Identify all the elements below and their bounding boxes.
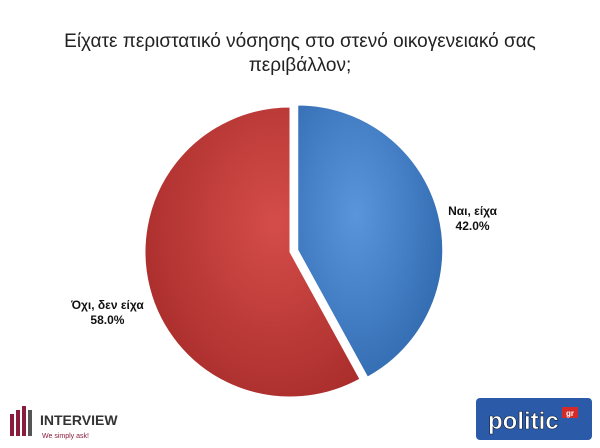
slice-label: Ναι, είχα: [448, 204, 498, 218]
interview-logo: INTERVIEW We simply ask!: [10, 406, 118, 440]
pie-slice: [297, 104, 444, 378]
slice-value-label: 58.0%: [90, 313, 124, 327]
logo-text: INTERVIEW: [40, 412, 118, 428]
slice-value-label: 42.0%: [456, 219, 490, 233]
pie-slice: [144, 106, 361, 398]
politic-logo: politic gr: [476, 398, 592, 440]
logo-suffix: gr: [566, 409, 574, 418]
logo-text: politic: [488, 408, 559, 435]
chart-title: Είχατε περιστατικό νόσησης στο στενό οικ…: [64, 31, 536, 76]
slice-label: Όχι, δεν είχα: [70, 298, 144, 312]
logo-slogan: We simply ask!: [42, 433, 89, 440]
